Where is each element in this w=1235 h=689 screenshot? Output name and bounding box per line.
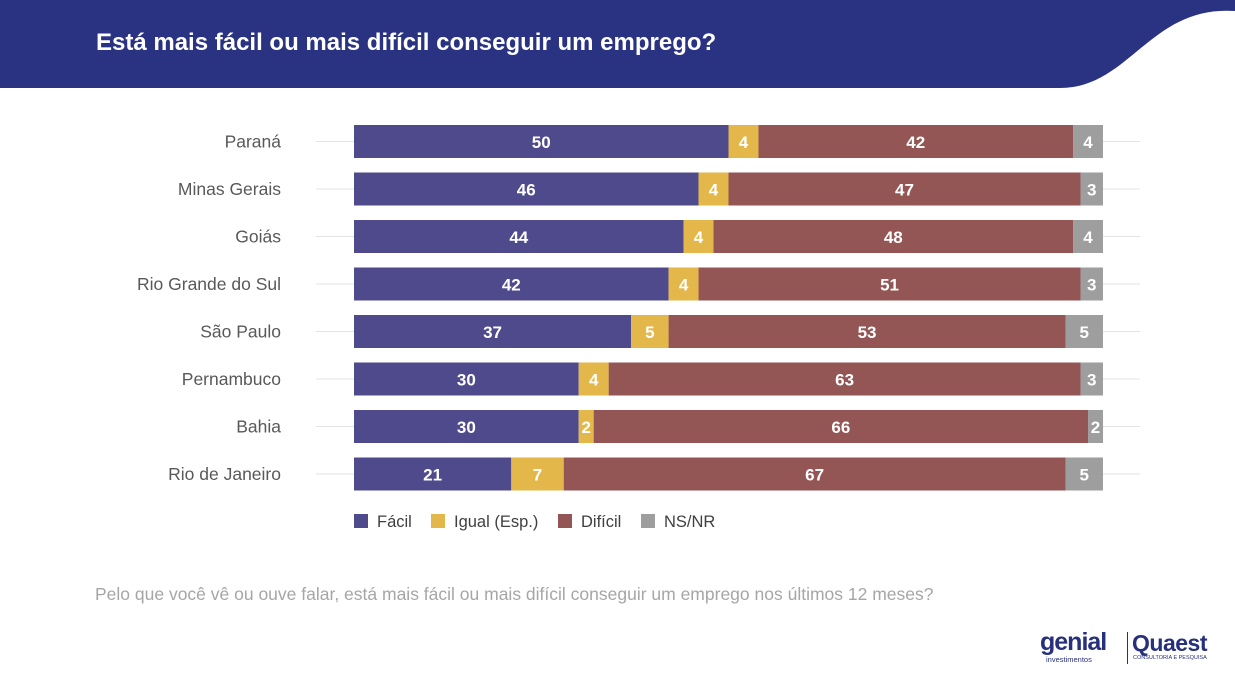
category-label: Pernambuco — [182, 369, 281, 389]
data-label: 2 — [581, 418, 590, 437]
data-label: 5 — [645, 323, 654, 342]
data-label: 3 — [1087, 276, 1096, 295]
page-title: Está mais fácil ou mais difícil consegui… — [96, 29, 717, 56]
bar-segment — [683, 220, 714, 253]
legend-swatch — [641, 514, 655, 528]
data-label: 3 — [1087, 181, 1096, 200]
bar-segment — [698, 267, 1081, 301]
data-label: 4 — [739, 133, 749, 152]
bar-segment — [1073, 220, 1103, 253]
bar-segment — [354, 410, 579, 443]
header-shape — [0, 0, 1235, 88]
genial-logo-subtitle: investimentos — [1046, 655, 1092, 664]
bar-segment — [1080, 172, 1103, 206]
bar-segment — [354, 220, 684, 253]
bar-segment — [1073, 125, 1103, 158]
bar-segment — [354, 362, 579, 396]
legend-label: Difícil — [581, 513, 621, 531]
data-label: 7 — [533, 466, 542, 485]
data-label: 46 — [517, 181, 536, 200]
bar-segment — [728, 125, 759, 158]
data-label: 4 — [1083, 228, 1093, 247]
bar-segment — [354, 457, 512, 491]
legend-label: NS/NR — [664, 513, 715, 531]
bar-segment — [354, 315, 632, 348]
data-label: 66 — [831, 418, 850, 437]
legend-label: Igual (Esp.) — [454, 513, 538, 531]
data-label: 3 — [1087, 371, 1096, 390]
quaest-logo: Quaest — [1132, 630, 1207, 656]
bar-segment — [1065, 315, 1103, 348]
data-label: 2 — [1091, 418, 1100, 437]
bar-segment — [713, 220, 1074, 253]
bar-segment — [728, 172, 1081, 206]
data-label: 21 — [423, 466, 442, 485]
bar-segment — [608, 362, 1081, 396]
legend-swatch — [354, 514, 368, 528]
legend-swatch — [558, 514, 572, 528]
bar-segment — [593, 410, 1089, 443]
bar-segment — [578, 362, 609, 396]
bar-segment — [354, 125, 729, 158]
bar-segment — [758, 125, 1074, 158]
data-label: 4 — [694, 228, 704, 247]
category-label: Minas Gerais — [178, 179, 281, 199]
bar-segment — [1080, 362, 1103, 396]
survey-question: Pelo que você vê ou ouve falar, está mai… — [95, 584, 934, 604]
data-label: 48 — [884, 228, 903, 247]
bar-segment — [1080, 267, 1103, 301]
bar-segment — [1088, 410, 1103, 443]
category-label: Bahia — [236, 417, 281, 437]
legend-swatch — [431, 514, 445, 528]
data-label: 30 — [457, 371, 476, 390]
category-label: Goiás — [235, 227, 281, 247]
bar-segment — [563, 457, 1066, 491]
quaest-logo-subtitle: CONSULTORIA E PESQUISA — [1133, 655, 1207, 661]
data-label: 42 — [906, 133, 925, 152]
bar-segment — [668, 315, 1066, 348]
bar-segment — [668, 267, 699, 301]
bar-segment — [1065, 457, 1103, 491]
data-label: 50 — [532, 133, 551, 152]
logos: genial investimentos Quaest CONSULTORIA … — [1036, 628, 1216, 668]
category-label: Paraná — [225, 132, 282, 152]
category-label: Rio Grande do Sul — [137, 274, 281, 294]
data-label: 37 — [483, 323, 502, 342]
data-label: 42 — [502, 276, 521, 295]
logo-divider — [1127, 632, 1128, 664]
data-label: 44 — [509, 228, 528, 247]
data-label: 67 — [805, 466, 824, 485]
data-label: 4 — [679, 276, 689, 295]
genial-logo: genial — [1040, 628, 1107, 656]
data-label: 47 — [895, 181, 914, 200]
data-label: 51 — [880, 276, 899, 295]
bar-segment — [698, 172, 729, 206]
bar-segment — [354, 172, 699, 206]
data-label: 30 — [457, 418, 476, 437]
category-label: São Paulo — [200, 322, 281, 342]
data-label: 5 — [1080, 323, 1089, 342]
bar-segment — [578, 410, 594, 443]
data-label: 4 — [709, 181, 719, 200]
data-label: 53 — [858, 323, 877, 342]
header-banner — [0, 0, 1235, 88]
legend-label: Fácil — [377, 513, 412, 531]
category-label: Rio de Janeiro — [168, 464, 281, 484]
data-label: 4 — [1083, 133, 1093, 152]
data-label: 4 — [589, 371, 599, 390]
bar-segment — [631, 315, 669, 348]
data-label: 5 — [1080, 466, 1089, 485]
bar-segment — [511, 457, 564, 491]
data-label: 63 — [835, 371, 854, 390]
bar-segment — [354, 267, 669, 301]
